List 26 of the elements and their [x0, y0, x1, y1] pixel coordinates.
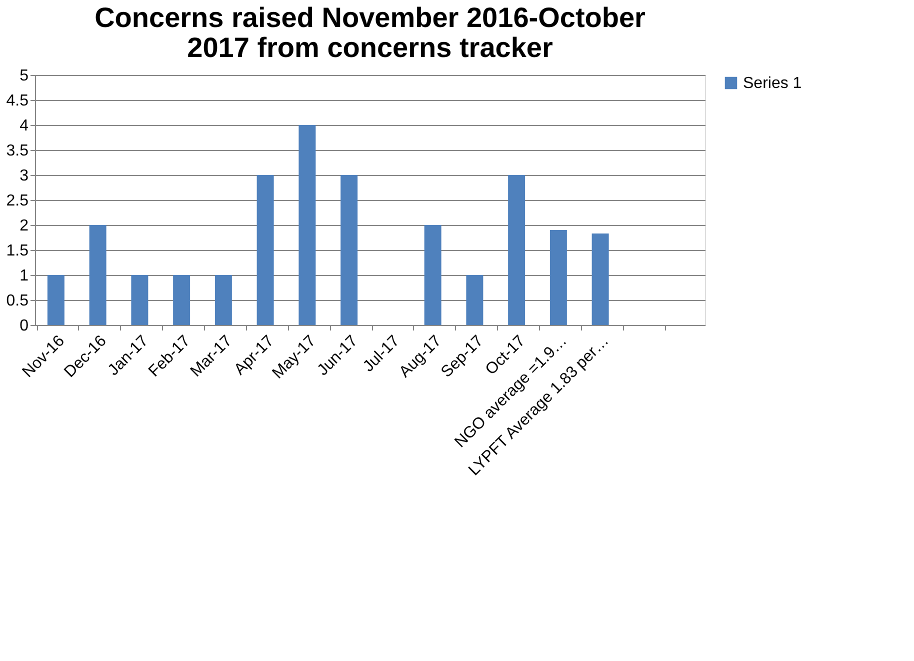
y-tick-label: 1.5	[6, 242, 29, 260]
y-tick-label: 1	[20, 268, 29, 284]
bar	[424, 225, 442, 325]
bar	[89, 225, 106, 325]
bar	[592, 234, 609, 325]
y-tick-label: 4	[20, 118, 29, 134]
y-tick-label: 3.5	[6, 142, 29, 160]
y-tick-label: 2.5	[6, 192, 29, 210]
y-tick-label: 2	[20, 218, 29, 234]
bar	[131, 275, 148, 325]
bar	[340, 175, 358, 325]
chart-title: Concerns raised November 2016-October 2017 from concerns tracker	[94, 2, 646, 63]
y-tick-label: 5	[20, 68, 29, 84]
y-tick-label: 3	[20, 168, 29, 184]
bar	[214, 275, 232, 325]
bar	[298, 125, 316, 325]
bar	[256, 175, 274, 325]
y-tick-label: 0	[20, 318, 29, 334]
legend-label: Series 1	[743, 75, 802, 92]
y-tick-label: 4.5	[6, 92, 29, 110]
bar	[47, 275, 64, 325]
bar	[550, 230, 567, 325]
y-tick-label: 0.5	[6, 292, 29, 310]
bar	[173, 275, 190, 325]
bar	[466, 275, 484, 325]
bar	[508, 175, 526, 325]
